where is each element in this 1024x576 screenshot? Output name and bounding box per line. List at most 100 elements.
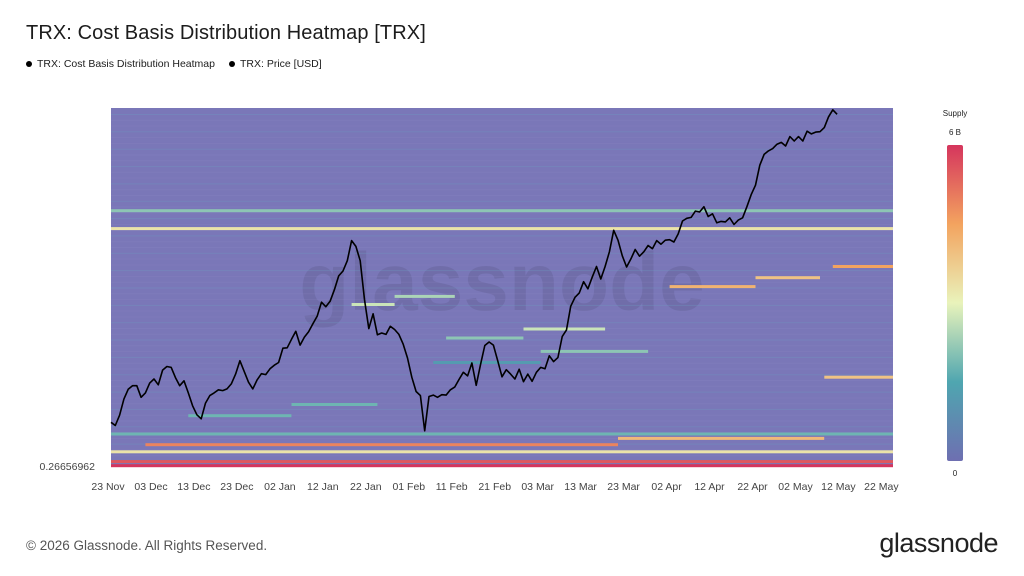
legend-label-heatmap: TRX: Cost Basis Distribution Heatmap	[37, 58, 215, 70]
texture-line	[111, 218, 893, 220]
texture-line	[111, 241, 893, 243]
texture-line	[111, 166, 893, 168]
texture-line	[111, 356, 893, 358]
x-tick-label: 22 May	[864, 481, 899, 493]
copyright-footer: © 2026 Glassnode. All Rights Reserved.	[26, 538, 268, 553]
texture-line	[111, 385, 893, 387]
texture-line	[111, 131, 893, 133]
texture-line	[111, 351, 893, 353]
texture-line	[111, 403, 893, 405]
texture-line	[111, 119, 893, 121]
texture-line	[111, 252, 893, 254]
x-tick-label: 11 Feb	[436, 481, 468, 493]
texture-line	[111, 229, 893, 231]
legend-item-price[interactable]: TRX: Price [USD]	[228, 58, 322, 70]
texture-line	[111, 171, 893, 173]
cost-basis-band	[669, 285, 756, 289]
texture-line	[111, 247, 893, 248]
cost-basis-bands	[111, 114, 893, 468]
x-tick-label: 13 Mar	[564, 481, 597, 493]
texture-line	[111, 299, 893, 301]
texture-line	[111, 223, 893, 225]
texture-line	[111, 368, 893, 370]
cost-basis-band	[755, 276, 820, 280]
legend-marker-icon	[26, 61, 32, 67]
cost-basis-band	[618, 436, 825, 440]
texture-line	[111, 414, 893, 416]
cost-basis-band	[111, 209, 893, 213]
texture-line	[111, 114, 893, 115]
texture-line	[111, 333, 893, 335]
chart-title: TRX: Cost Basis Distribution Heatmap [TR…	[26, 22, 426, 44]
texture-line	[111, 183, 893, 185]
x-tick-label: 23 Dec	[220, 481, 253, 493]
x-tick-label: 21 Feb	[478, 481, 511, 493]
x-tick-label: 03 Dec	[134, 481, 167, 493]
texture-line	[111, 293, 893, 295]
texture-line	[111, 189, 893, 191]
texture-line	[111, 310, 893, 312]
cost-basis-band	[832, 265, 893, 268]
texture-line	[111, 200, 893, 202]
texture-line	[111, 339, 893, 341]
texture-line	[111, 195, 893, 196]
cost-basis-band	[446, 336, 524, 340]
texture-line	[111, 408, 893, 410]
cost-basis-band	[291, 403, 378, 406]
colorbar-title: Supply	[943, 109, 967, 118]
cost-basis-band	[540, 349, 649, 353]
texture-line	[111, 437, 893, 439]
cost-basis-band	[111, 464, 893, 468]
cost-basis-band	[433, 361, 541, 364]
texture-line	[111, 270, 893, 272]
cost-basis-band	[351, 303, 395, 306]
brand-logo[interactable]: glassnode	[879, 528, 998, 558]
texture-line	[111, 137, 893, 139]
texture-line	[111, 177, 893, 179]
texture-line	[111, 235, 893, 237]
chart-legend: TRX: Cost Basis Distribution Heatmap TRX…	[26, 58, 322, 70]
texture-line	[111, 322, 893, 324]
legend-marker-icon	[228, 61, 235, 67]
x-tick-label: 03 Mar	[521, 481, 554, 493]
texture-line	[111, 316, 893, 318]
texture-line	[111, 426, 893, 428]
texture-line	[111, 391, 893, 393]
legend-label-price: TRX: Price [USD]	[239, 58, 322, 70]
colorbar-max-label: 6 B	[949, 128, 961, 137]
texture-line	[111, 264, 893, 266]
texture-line	[111, 420, 893, 422]
texture-line	[111, 397, 893, 399]
texture-line	[111, 304, 893, 306]
texture-line	[111, 206, 893, 208]
texture-line	[111, 258, 893, 260]
texture-line	[111, 328, 893, 329]
x-tick-label: 12 Apr	[694, 481, 725, 493]
plot-background	[111, 108, 893, 467]
cost-basis-band	[188, 414, 292, 418]
x-tick-label: 12 Jan	[307, 481, 339, 493]
texture-line	[111, 160, 893, 162]
x-tick-label: 12 May	[821, 481, 856, 493]
x-tick-label: 23 Mar	[607, 481, 640, 493]
x-tick-label: 01 Feb	[392, 481, 425, 493]
cost-basis-band	[111, 227, 893, 231]
texture-line	[111, 142, 893, 144]
texture-line	[111, 148, 893, 150]
legend-item-heatmap[interactable]: TRX: Cost Basis Distribution Heatmap	[26, 58, 215, 70]
texture-line	[111, 345, 893, 347]
cost-basis-band	[394, 294, 455, 298]
x-tick-label: 02 Apr	[651, 481, 682, 493]
texture-line	[111, 154, 893, 156]
price-line[interactable]	[110, 109, 838, 432]
colorbar	[947, 145, 963, 461]
cost-basis-band	[111, 432, 893, 436]
x-tick-label: 13 Dec	[177, 481, 210, 493]
x-tick-label: 22 Apr	[737, 481, 768, 493]
texture-line	[111, 212, 893, 214]
texture-line	[111, 449, 893, 451]
x-tick-label: 22 Jan	[350, 481, 382, 493]
cost-basis-band	[523, 327, 606, 331]
texture-line	[111, 287, 893, 289]
